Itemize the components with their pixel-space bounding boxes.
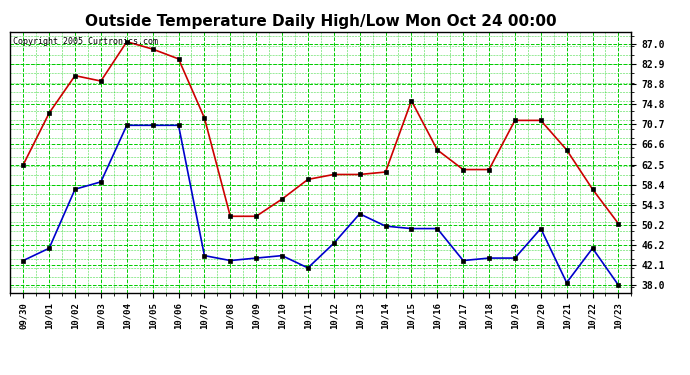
Text: Copyright 2005 Curtronics.com: Copyright 2005 Curtronics.com bbox=[14, 37, 159, 46]
Title: Outside Temperature Daily High/Low Mon Oct 24 00:00: Outside Temperature Daily High/Low Mon O… bbox=[85, 14, 557, 29]
